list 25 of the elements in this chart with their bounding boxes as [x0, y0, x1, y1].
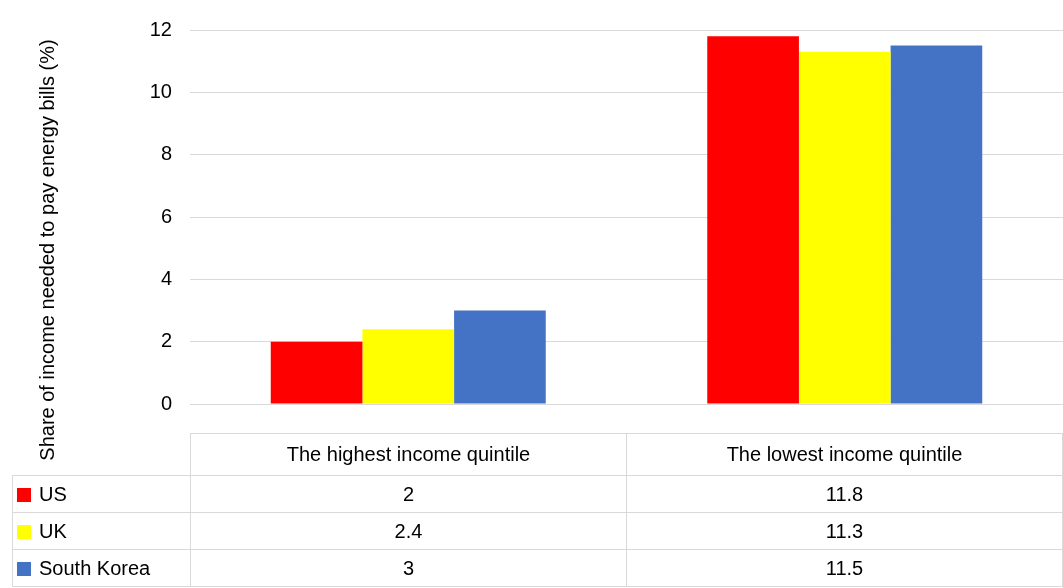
y-tick-label: 12	[149, 17, 172, 40]
legend-label: UK	[39, 520, 67, 543]
bar	[454, 310, 546, 404]
y-axis-title: Share of income needed to pay energy bills (%)	[35, 38, 59, 463]
bar	[707, 36, 799, 404]
bar	[890, 45, 983, 404]
data-label: 11.8	[626, 475, 1063, 513]
legend-label: US	[39, 483, 67, 506]
bar	[798, 51, 891, 404]
y-tick-label: 4	[160, 266, 172, 289]
y-tick-label: 0	[160, 391, 172, 414]
bar	[362, 329, 455, 404]
data-label: 2.4	[190, 512, 627, 550]
y-tick-label: 8	[160, 142, 172, 165]
data-label: 2	[190, 475, 627, 513]
y-tick-label: 6	[160, 204, 172, 227]
y-tick-label: 10	[149, 79, 172, 102]
data-label: 3	[190, 549, 627, 587]
data-label: 11.5	[626, 549, 1063, 587]
x-tick-label: The highest income quintile	[190, 433, 627, 476]
bar	[270, 341, 363, 404]
legend-label: South Korea	[39, 557, 151, 580]
data-label: 11.3	[626, 512, 1063, 550]
y-tick-label: 2	[160, 329, 172, 352]
x-tick-label: The lowest income quintile	[626, 433, 1063, 476]
